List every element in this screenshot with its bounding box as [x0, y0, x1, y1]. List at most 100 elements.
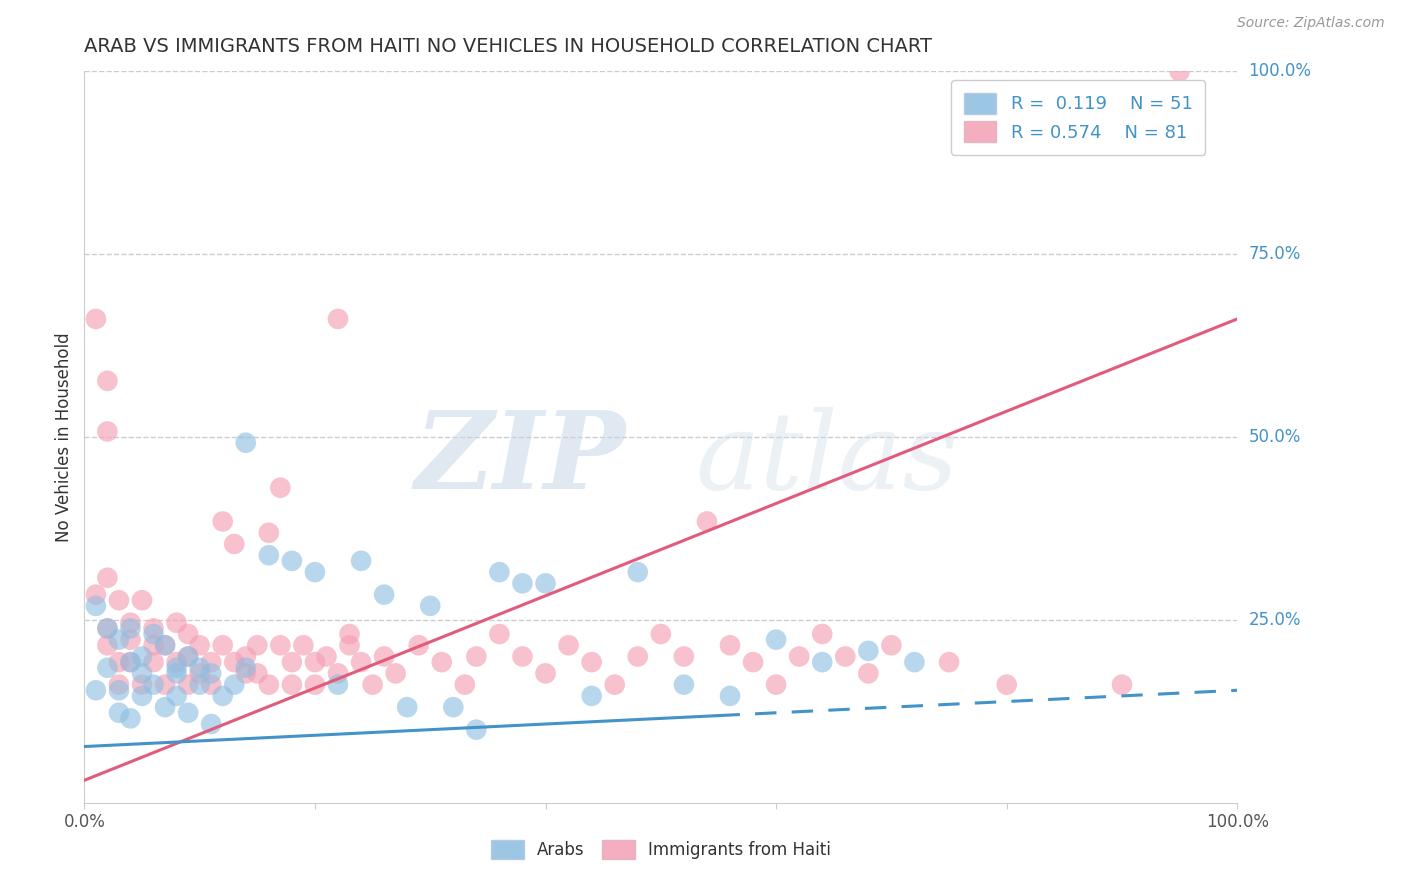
Point	[211, 638, 233, 652]
Point	[153, 678, 176, 692]
Point	[177, 649, 200, 664]
Point	[834, 649, 856, 664]
Point	[373, 649, 395, 664]
Point	[246, 666, 269, 681]
Point	[938, 655, 960, 669]
Point	[177, 627, 200, 641]
Point	[153, 638, 176, 652]
Point	[512, 649, 534, 664]
Point	[281, 678, 304, 692]
Point	[166, 661, 188, 675]
Point	[188, 666, 211, 681]
Point	[408, 638, 430, 652]
Point	[108, 678, 131, 692]
Point	[903, 655, 925, 669]
Point	[142, 655, 165, 669]
Point	[153, 700, 176, 714]
Point	[304, 678, 326, 692]
Point	[384, 666, 406, 681]
Point	[166, 615, 188, 630]
Point	[454, 678, 477, 692]
Text: 25.0%: 25.0%	[1249, 611, 1301, 629]
Point	[581, 655, 603, 669]
Point	[153, 638, 176, 652]
Point	[361, 678, 384, 692]
Point	[269, 481, 291, 495]
Point	[257, 525, 280, 540]
Point	[235, 661, 257, 675]
Text: Source: ZipAtlas.com: Source: ZipAtlas.com	[1237, 16, 1385, 30]
Point	[224, 678, 246, 692]
Point	[120, 655, 142, 669]
Point	[350, 655, 373, 669]
Point	[188, 638, 211, 652]
Point	[581, 689, 603, 703]
Point	[108, 593, 131, 607]
Point	[373, 588, 395, 602]
Point	[650, 627, 672, 641]
Point	[224, 655, 246, 669]
Point	[120, 621, 142, 635]
Point	[742, 655, 765, 669]
Point	[419, 599, 441, 613]
Point	[765, 632, 787, 647]
Point	[235, 649, 257, 664]
Point	[627, 649, 650, 664]
Point	[488, 565, 510, 579]
Text: 100.0%: 100.0%	[1249, 62, 1312, 80]
Point	[246, 638, 269, 652]
Point	[339, 627, 361, 641]
Point	[441, 700, 464, 714]
Point	[281, 655, 304, 669]
Point	[96, 425, 118, 439]
Point	[96, 571, 118, 585]
Point	[224, 537, 246, 551]
Point	[858, 666, 880, 681]
Point	[120, 655, 142, 669]
Point	[200, 666, 222, 681]
Point	[84, 599, 107, 613]
Point	[858, 644, 880, 658]
Point	[96, 621, 118, 635]
Point	[257, 548, 280, 562]
Point	[1111, 678, 1133, 692]
Text: 75.0%: 75.0%	[1249, 245, 1301, 263]
Point	[131, 678, 153, 692]
Point	[108, 683, 131, 698]
Point	[131, 593, 153, 607]
Point	[350, 554, 373, 568]
Point	[177, 706, 200, 720]
Point	[108, 655, 131, 669]
Point	[811, 627, 834, 641]
Point	[672, 678, 695, 692]
Point	[142, 638, 165, 652]
Point	[84, 588, 107, 602]
Point	[84, 312, 107, 326]
Point	[326, 678, 349, 692]
Point	[177, 649, 200, 664]
Point	[281, 554, 304, 568]
Point	[512, 576, 534, 591]
Point	[1168, 64, 1191, 78]
Point	[120, 615, 142, 630]
Point	[200, 678, 222, 692]
Point	[603, 678, 626, 692]
Point	[396, 700, 419, 714]
Point	[211, 515, 233, 529]
Point	[304, 655, 326, 669]
Point	[188, 661, 211, 675]
Point	[108, 632, 131, 647]
Point	[200, 717, 222, 731]
Point	[787, 649, 810, 664]
Point	[142, 627, 165, 641]
Point	[326, 312, 349, 326]
Point	[131, 666, 153, 681]
Point	[765, 678, 787, 692]
Point	[235, 435, 257, 450]
Point	[200, 655, 222, 669]
Point	[96, 374, 118, 388]
Y-axis label: No Vehicles in Household: No Vehicles in Household	[55, 332, 73, 542]
Text: atlas: atlas	[696, 407, 959, 512]
Point	[995, 678, 1018, 692]
Point	[534, 576, 557, 591]
